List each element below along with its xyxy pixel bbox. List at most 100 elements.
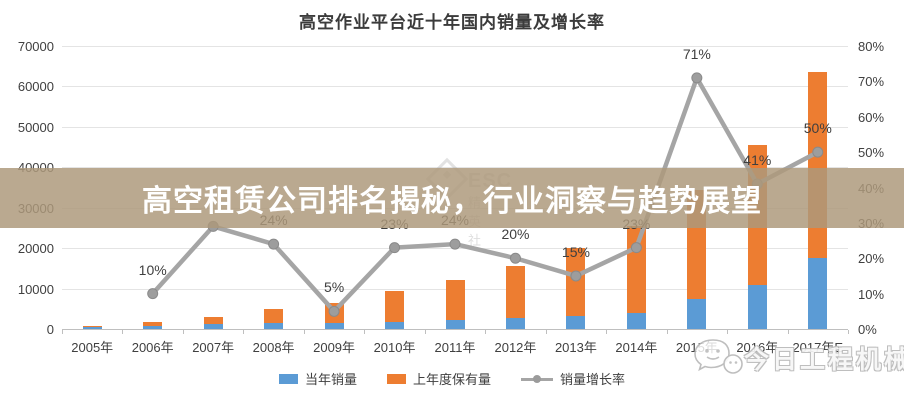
x-tick-label: 2006年 <box>131 340 174 355</box>
x-axis-tick <box>122 330 124 334</box>
growth-data-label: 71% <box>682 45 711 62</box>
x-tick-label: 2007年 <box>192 340 235 355</box>
legend-line-swatch <box>521 374 553 384</box>
x-tick-label: 2013年 <box>554 340 597 355</box>
growth-line-marker <box>812 146 824 158</box>
bar-segment-sales <box>505 318 525 329</box>
x-axis-tick <box>364 330 366 334</box>
legend: 当年销量 上年度保有量 销量增长率 <box>0 369 904 388</box>
x-axis-tick <box>727 330 729 334</box>
bar-segment-sales <box>264 323 284 329</box>
chart-title: 高空作业平台近十年国内销量及增长率 <box>299 13 605 32</box>
gridline <box>62 126 848 128</box>
y-right-tick-label: 50% <box>858 145 885 161</box>
y-right-tick-label: 60% <box>858 109 885 125</box>
x-axis-tick <box>666 330 668 334</box>
gridline <box>62 46 848 47</box>
bar-segment-sales <box>747 284 767 329</box>
x-axis-tick <box>848 330 849 334</box>
overlay-banner: 高空租赁公司排名揭秘，行业洞察与趋势展望 <box>0 168 904 228</box>
bar-segment-holdings <box>505 266 525 319</box>
publisher-watermark: 今日工程机械 <box>692 336 904 380</box>
bar-segment-sales <box>82 326 102 329</box>
growth-line-marker <box>328 305 340 317</box>
x-axis-tick <box>485 330 487 334</box>
bar-segment-sales <box>626 313 646 329</box>
y-right-tick-label: 80% <box>858 39 885 54</box>
bar-segment-sales <box>687 298 707 329</box>
legend-item: 销量增长率 <box>521 369 625 388</box>
bar-segment-sales <box>324 323 344 329</box>
growth-line-marker <box>691 72 703 84</box>
x-tick-label: 2005年 <box>71 340 114 355</box>
bar-segment-holdings <box>385 291 405 323</box>
legend-bar-swatch <box>386 373 406 384</box>
wechat-icon <box>694 339 743 374</box>
growth-line-marker <box>570 270 582 282</box>
growth-data-label: 15% <box>561 243 590 260</box>
y-left-tick-label: 10000 <box>17 281 54 297</box>
bar-segment-holdings <box>203 316 223 324</box>
y-left-tick-label: 20000 <box>17 241 54 257</box>
y-left-tick-label: 0 <box>46 322 54 337</box>
x-tick-label: 2010年 <box>373 340 416 355</box>
y-right-tick-label: 20% <box>858 251 885 267</box>
legend-item: 当年销量 <box>278 369 357 388</box>
growth-data-label: 41% <box>743 151 772 168</box>
growth-data-label: 5% <box>323 279 345 296</box>
gridline <box>62 167 848 169</box>
x-axis-tick <box>182 330 184 334</box>
x-axis-tick <box>303 330 305 334</box>
bar-segment-holdings <box>566 248 586 317</box>
y-right-tick-label: 0% <box>858 322 877 337</box>
y-right-tick-label: 70% <box>858 74 885 90</box>
x-tick-label: 2016年 <box>736 340 779 355</box>
bar-segment-sales <box>808 258 828 329</box>
bar-segment-sales <box>566 316 586 329</box>
x-tick-label: 2017年E <box>792 340 844 355</box>
growth-line-marker <box>147 288 159 300</box>
growth-line-marker <box>389 242 401 254</box>
bar-segment-holdings <box>264 309 284 324</box>
x-axis-tick <box>424 330 426 334</box>
x-axis-tick <box>62 330 63 334</box>
x-axis-tick <box>243 330 245 334</box>
growth-data-label: 50% <box>803 120 832 137</box>
legend-item: 上年度保有量 <box>386 369 491 388</box>
legend-bar-swatch <box>278 373 298 384</box>
x-tick-label: 2011年 <box>434 340 476 355</box>
x-axis-tick <box>606 330 608 334</box>
gridline <box>62 86 848 88</box>
bar-segment-sales <box>203 323 223 329</box>
y-left-tick-label: 50000 <box>17 119 54 135</box>
growth-line <box>150 75 821 314</box>
y-left-tick-label: 70000 <box>17 39 54 54</box>
bar-segment-sales <box>143 326 163 329</box>
growth-line-marker <box>509 252 521 264</box>
y-right-tick-label: 10% <box>858 286 885 302</box>
legend-label: 上年度保有量 <box>412 372 491 387</box>
bar-segment-holdings <box>82 326 102 328</box>
x-tick-label: 2012年 <box>494 340 537 355</box>
growth-data-label: 20% <box>501 226 530 243</box>
legend-label: 当年销量 <box>304 372 357 387</box>
growth-line-marker <box>268 238 280 250</box>
x-axis-tick <box>787 330 789 334</box>
bar-segment-sales <box>385 322 405 329</box>
y-left-tick-label: 60000 <box>17 79 54 95</box>
publisher-watermark-text: 今日工程机械 <box>744 346 904 374</box>
growth-data-label: 10% <box>138 261 167 278</box>
x-tick-label: 2009年 <box>313 340 356 355</box>
x-axis-tick <box>545 330 547 334</box>
x-tick-label: 2008年 <box>252 340 295 355</box>
bar-segment-sales <box>445 320 465 329</box>
bar-segment-holdings <box>143 322 163 327</box>
x-axis-line <box>62 329 848 330</box>
bar-segment-holdings <box>445 280 465 321</box>
x-tick-label: 2014年 <box>615 340 658 355</box>
growth-line-marker <box>449 238 461 250</box>
overlay-banner-text: 高空租赁公司排名揭秘，行业洞察与趋势展望 <box>142 185 762 218</box>
growth-line-marker <box>630 242 642 254</box>
legend-label: 销量增长率 <box>560 372 626 387</box>
